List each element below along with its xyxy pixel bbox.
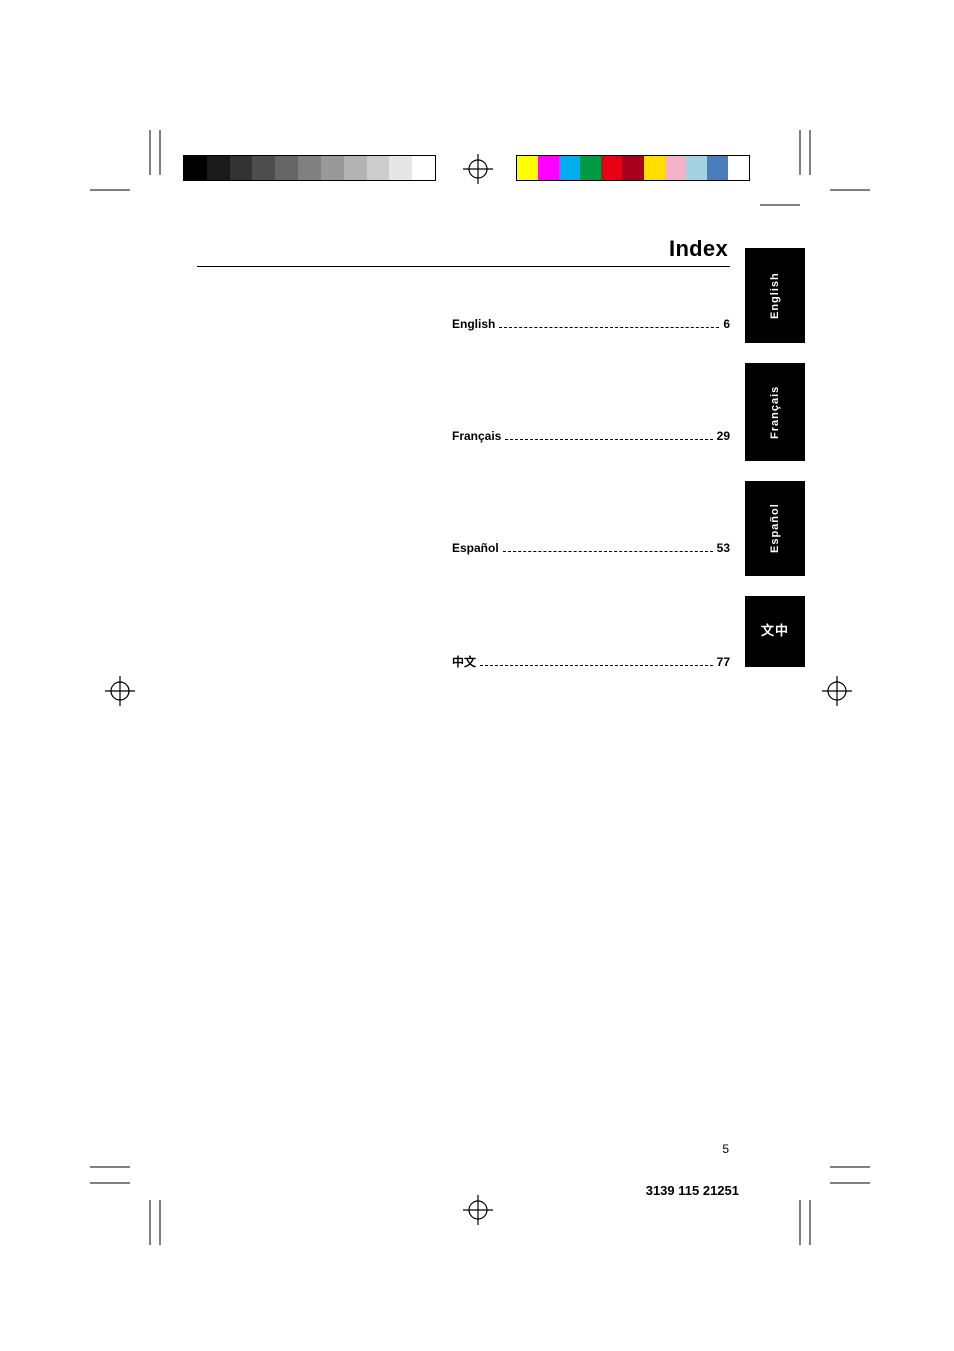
tab-espanol: Español	[745, 481, 805, 576]
index-entry-label: Español	[452, 541, 499, 555]
index-entry-label: English	[452, 317, 495, 331]
leader-dots	[480, 665, 713, 666]
language-tabs: English Français Español 文 中	[745, 248, 810, 687]
leader-dots	[503, 551, 713, 552]
document-code: 3139 115 21251	[646, 1183, 739, 1198]
tab-label: Français	[769, 385, 781, 438]
index-entry: English 6	[452, 317, 730, 331]
registration-mark-top	[463, 154, 493, 184]
tab-francais: Français	[745, 363, 805, 461]
page-title: Index	[197, 236, 730, 267]
index-entry-label: 中文	[452, 653, 476, 670]
tab-label-line1: 文	[761, 622, 775, 640]
registration-mark-right	[822, 676, 852, 706]
tab-label: Español	[769, 504, 781, 554]
index-entry-page: 77	[717, 655, 730, 669]
index-entry-label: Français	[452, 429, 501, 443]
index-entry-page: 6	[723, 317, 730, 331]
leader-dots	[505, 439, 712, 440]
grayscale-calibration-bar	[183, 155, 436, 181]
page-number: 5	[722, 1142, 729, 1156]
index-entry: Français 29	[452, 429, 730, 443]
index-list: English 6 Français 29 Español 53 中文 77	[452, 317, 730, 670]
leader-dots	[499, 327, 719, 328]
index-entry-page: 53	[717, 541, 730, 555]
tab-label: English	[769, 272, 781, 319]
tab-chinese: 文 中	[745, 596, 805, 667]
registration-mark-bottom	[463, 1195, 493, 1225]
index-entry: 中文 77	[452, 653, 730, 670]
page-content: Index English 6 Français 29 Español 53 中…	[197, 236, 730, 768]
registration-mark-left	[105, 676, 135, 706]
tab-label-line2: 中	[775, 622, 789, 640]
color-calibration-bar	[516, 155, 750, 181]
index-entry: Español 53	[452, 541, 730, 555]
tab-english: English	[745, 248, 805, 343]
index-entry-page: 29	[717, 429, 730, 443]
